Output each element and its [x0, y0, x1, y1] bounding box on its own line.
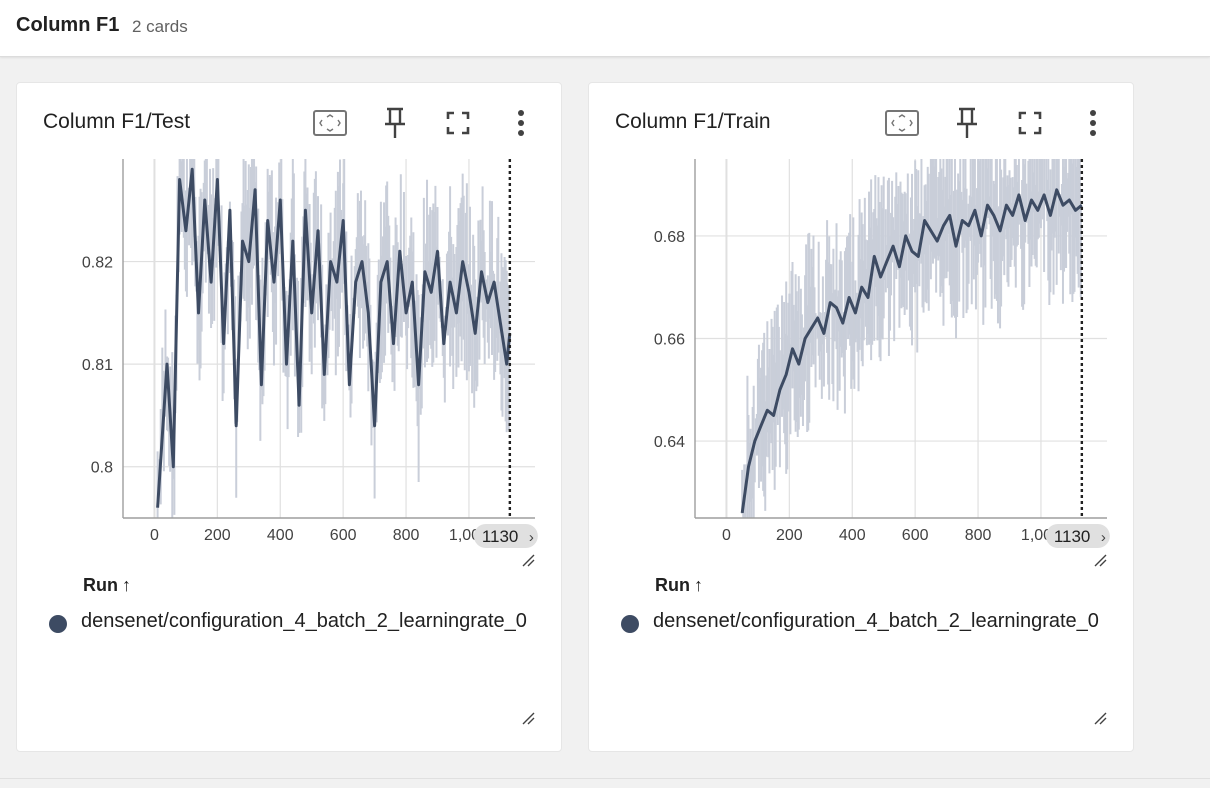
more-vert-icon: [1090, 110, 1096, 136]
run-name: densenet/configuration_4_batch_2_learnin…: [81, 610, 527, 632]
resize-handle-icon[interactable]: [1093, 553, 1107, 567]
step-badge: [1045, 524, 1110, 548]
card-title: Column F1/Test: [43, 110, 191, 133]
scalar-card-train: Column F1/Train 0 200 400 600 800 1,000 0.64 0.…: [588, 82, 1134, 752]
x-tick-label: 400: [839, 527, 866, 544]
x-tick-label: 600: [330, 527, 357, 544]
pin-button[interactable]: [949, 105, 985, 141]
run-name: densenet/configuration_4_batch_2_learnin…: [653, 610, 1099, 632]
run-column-header[interactable]: Run ↑: [83, 575, 131, 595]
resize-handle-icon[interactable]: [521, 553, 535, 567]
fullscreen-icon: [446, 111, 470, 135]
more-menu-button[interactable]: [1075, 105, 1111, 141]
step-badge: [473, 524, 538, 548]
more-menu-button[interactable]: [503, 105, 539, 141]
x-tick-label: 800: [393, 527, 420, 544]
group-title: Column F1: [16, 14, 120, 36]
step-badge-label: 1130: [482, 527, 519, 546]
series-group: [740, 159, 1083, 518]
x-tick-label: 200: [204, 527, 231, 544]
pin-icon: [957, 107, 977, 138]
pin-icon: [385, 107, 405, 138]
fullscreen-button[interactable]: [440, 105, 476, 141]
run-column-header[interactable]: Run ↑: [655, 575, 703, 595]
section-divider: [0, 778, 1210, 779]
series-line: [740, 188, 1083, 514]
sort-arrow-icon: ↑: [694, 575, 703, 595]
pin-button[interactable]: [377, 105, 413, 141]
x-tick-label: 200: [776, 527, 803, 544]
series-group: [156, 159, 512, 518]
y-tick-label: 0.66: [654, 332, 685, 349]
step-badge-label: 1130: [1054, 527, 1091, 546]
sort-arrow-icon: ↑: [122, 575, 131, 595]
chevron-right-icon: ›: [1101, 529, 1106, 546]
series-line: [156, 167, 512, 508]
x-tick-label: 0: [722, 527, 731, 544]
y-tick-label: 0.81: [82, 357, 113, 374]
resize-handle-icon[interactable]: [1093, 711, 1107, 725]
fit-domain-button[interactable]: [884, 105, 920, 141]
fullscreen-icon: [1018, 111, 1042, 135]
run-color-dot: [49, 615, 67, 633]
run-color-dot: [621, 615, 639, 633]
y-tick-label: 0.8: [91, 460, 113, 477]
resize-handle-icon[interactable]: [521, 711, 535, 725]
x-tick-label: 600: [902, 527, 929, 544]
more-vert-icon: [518, 110, 524, 136]
x-tick-label: 400: [267, 527, 294, 544]
card-title: Column F1/Train: [615, 110, 771, 133]
fit-domain-button[interactable]: [312, 105, 348, 141]
fullscreen-button[interactable]: [1012, 105, 1048, 141]
y-tick-label: 0.68: [654, 229, 685, 246]
y-tick-label: 0.64: [654, 434, 685, 451]
group-header: Column F1 2 cards: [0, 0, 1210, 57]
chevron-right-icon: ›: [529, 529, 534, 546]
fit-domain-icon: [885, 110, 919, 136]
x-tick-label: 800: [965, 527, 992, 544]
x-tick-label: 0: [150, 527, 159, 544]
fit-domain-icon: [313, 110, 347, 136]
card-count: 2 cards: [132, 17, 188, 36]
y-tick-label: 0.82: [82, 255, 113, 272]
scalar-card-test: Column F1/Test 0 200 400 600 800 1,000 0.8 0.81…: [16, 82, 562, 752]
